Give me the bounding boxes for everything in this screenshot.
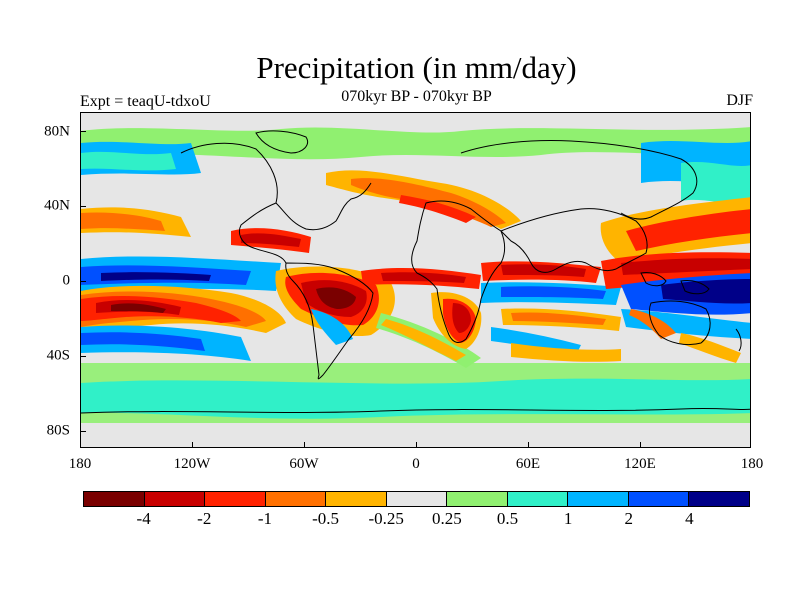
colorbar-label: 0.5 <box>496 509 519 528</box>
colorbar <box>83 491 750 507</box>
lon-label-180w: 180 <box>68 456 92 472</box>
lon-tick <box>640 442 641 448</box>
colorbar-swatch <box>689 492 750 506</box>
lat-label-0: 0 <box>62 272 71 289</box>
lon-label-120w: 120W <box>173 456 211 472</box>
plot-subtitle: 070kyr BP - 070kyr BP <box>341 88 492 105</box>
colorbar-label: 0.25 <box>431 509 462 528</box>
colorbar-swatch <box>205 492 266 506</box>
colorbar-swatch <box>447 492 508 506</box>
lon-label-60w: 60W <box>289 456 319 472</box>
lat-tick <box>80 206 86 207</box>
colorbar-label: 2 <box>624 509 633 528</box>
experiment-label: Expt = teaqU-tdxoU <box>80 93 211 110</box>
lat-tick <box>80 281 86 282</box>
plot-title: Precipitation (in mm/day) <box>256 50 577 85</box>
precipitation-map <box>80 112 751 448</box>
lat-label-40s: 40S <box>46 347 70 364</box>
colorbar-label: -4 <box>136 509 151 528</box>
lat-label-80n: 80N <box>44 123 70 140</box>
lon-label-180e: 180 <box>740 456 764 472</box>
lon-label-120e: 120E <box>624 456 656 472</box>
colorbar-label: -1 <box>257 509 272 528</box>
colorbar-label: -0.5 <box>312 509 339 528</box>
lat-tick <box>80 431 86 432</box>
colorbar-swatch <box>144 492 206 506</box>
lat-tick <box>80 356 86 357</box>
season-label: DJF <box>726 92 753 109</box>
lon-tick <box>416 442 417 448</box>
colorbar-swatch <box>265 492 327 506</box>
colorbar-label: 1 <box>563 509 573 528</box>
colorbar-swatch <box>326 492 387 506</box>
lat-label-40n: 40N <box>44 197 70 214</box>
lon-tick <box>528 442 529 448</box>
colorbar-swatch <box>628 492 690 506</box>
colorbar-label: -2 <box>197 509 212 528</box>
colorbar-label: -0.25 <box>368 509 404 528</box>
lon-tick <box>304 442 305 448</box>
lon-label-0: 0 <box>412 456 420 472</box>
lon-tick <box>192 442 193 448</box>
lat-label-80s: 80S <box>46 422 70 439</box>
lat-tick <box>80 131 86 132</box>
colorbar-swatch <box>386 492 448 506</box>
colorbar-swatch <box>568 492 629 506</box>
colorbar-label: 4 <box>685 509 694 528</box>
colorbar-swatch <box>507 492 569 506</box>
map-graphic <box>81 113 750 447</box>
colorbar-swatch <box>84 492 145 506</box>
lon-label-60e: 60E <box>515 456 541 472</box>
